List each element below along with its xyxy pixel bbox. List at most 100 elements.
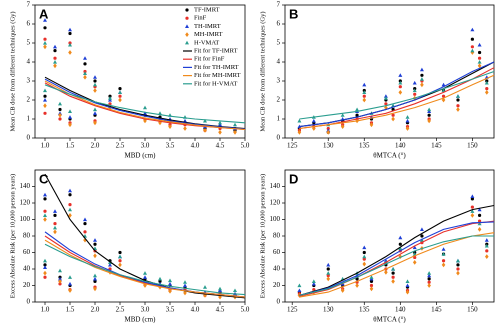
panel: 1.0 1.5 2.0 2.5 3.0 3.5 4.0 4.5 5.0 0 20 40 60 80 100 1… <box>9 169 250 324</box>
point <box>93 82 97 87</box>
x-tick-label: 4.0 <box>191 306 200 314</box>
point <box>470 45 474 49</box>
y-tick-label: 20 <box>273 281 281 289</box>
point <box>427 283 431 288</box>
point <box>412 260 417 265</box>
point <box>362 82 367 87</box>
point <box>427 109 432 113</box>
point <box>398 85 402 89</box>
point <box>233 288 237 293</box>
point <box>168 124 172 129</box>
point <box>58 276 62 281</box>
y-tick-label: 20 <box>23 281 31 289</box>
fit-line <box>44 239 246 298</box>
y-tick-label: 60 <box>273 248 281 256</box>
point <box>108 262 112 267</box>
fit-line <box>299 61 495 128</box>
y-tick-label: 3 <box>277 77 281 85</box>
point <box>477 221 482 226</box>
point <box>43 217 47 222</box>
point <box>58 282 62 286</box>
point <box>83 56 87 60</box>
point <box>420 234 424 238</box>
y-tick-label: 5 <box>27 39 31 47</box>
point <box>203 118 207 123</box>
point <box>53 44 57 49</box>
point <box>58 107 62 112</box>
point <box>118 254 122 259</box>
x-tick-label: 130 <box>323 306 334 314</box>
y-axis-label: Excess Absolute Risk (per 10,000 person … <box>259 174 266 298</box>
x-tick-label: 135 <box>359 306 370 314</box>
point <box>485 249 489 253</box>
point <box>362 90 367 94</box>
point <box>183 283 187 288</box>
point <box>68 212 72 218</box>
point <box>93 111 97 115</box>
point <box>93 276 97 281</box>
fit-line <box>44 78 246 130</box>
point <box>43 18 47 22</box>
point <box>43 98 47 102</box>
point <box>68 188 72 193</box>
x-axis-label: θMTCA (°) <box>373 316 406 324</box>
fit-line <box>44 243 246 296</box>
point <box>43 37 47 41</box>
y-tick-label: 6 <box>277 20 281 28</box>
x-tick-label: 5.0 <box>241 142 250 150</box>
point <box>68 288 72 293</box>
legend-label: Fit for H-VMAT <box>194 80 237 87</box>
point <box>477 227 482 232</box>
point <box>391 113 395 117</box>
y-tick-label: 120 <box>270 199 281 207</box>
point <box>68 207 72 212</box>
point <box>470 212 475 218</box>
point <box>53 225 57 230</box>
point <box>470 197 474 201</box>
point <box>369 286 374 292</box>
point <box>369 275 374 279</box>
legend-label: Fit for TF-IMRT <box>194 47 238 54</box>
panel-label: C <box>39 171 49 186</box>
point <box>456 98 460 102</box>
point <box>485 87 489 91</box>
x-tick-label: 145 <box>431 306 442 314</box>
point <box>93 120 97 126</box>
point <box>93 107 97 112</box>
point <box>362 97 367 103</box>
point <box>218 120 222 125</box>
y-tick-label: 60 <box>23 248 31 256</box>
point <box>391 278 395 284</box>
y-tick-label: 1 <box>27 115 31 123</box>
point <box>412 80 417 85</box>
point <box>68 42 72 47</box>
panel: 125 130 135 140 145 150 0 1 2 3 4 5 6 7 θMTCA (°) Mean … <box>259 1 495 160</box>
plot-frame <box>284 4 495 139</box>
point <box>456 263 460 267</box>
fit-line <box>299 61 495 128</box>
point <box>340 288 345 293</box>
point <box>441 97 446 103</box>
point <box>43 213 47 217</box>
point <box>470 37 474 41</box>
fit-line <box>44 80 246 130</box>
point <box>398 235 403 240</box>
point <box>484 243 489 248</box>
point <box>93 238 97 242</box>
point <box>391 267 396 271</box>
point <box>398 90 403 95</box>
legend-marker <box>185 32 189 37</box>
legend-label: Fit for TH-IMRT <box>194 64 239 71</box>
y-tick-label: 140 <box>20 182 31 190</box>
fit-line <box>299 74 495 130</box>
point <box>484 238 489 242</box>
y-tick-label: 80 <box>23 232 31 240</box>
point <box>83 217 87 222</box>
point <box>326 262 331 267</box>
point <box>43 41 47 45</box>
point <box>441 247 446 251</box>
point <box>456 267 460 271</box>
point <box>405 289 410 295</box>
point <box>427 118 431 124</box>
